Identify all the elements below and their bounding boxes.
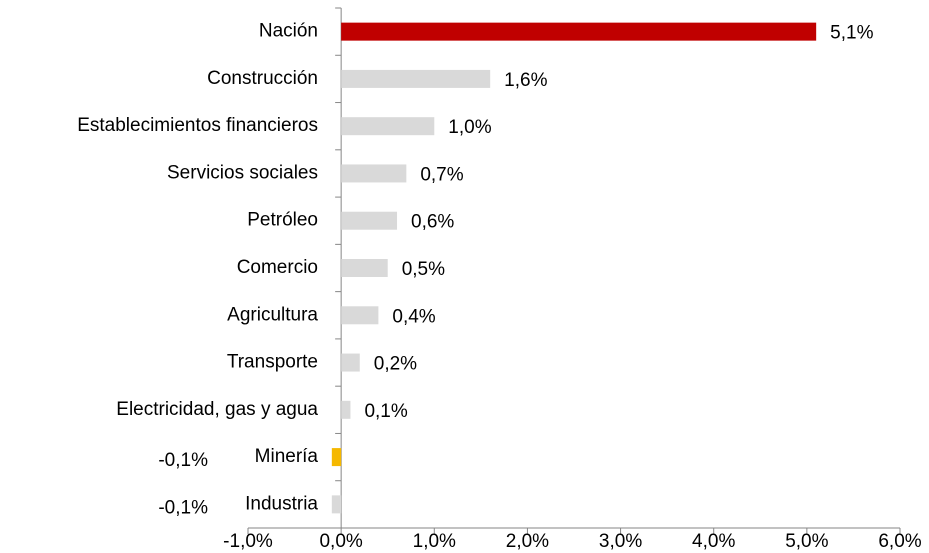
bar xyxy=(341,400,351,419)
category-label: Industria xyxy=(245,493,318,514)
category-label: Construcción xyxy=(207,68,318,89)
value-label: -0,1% xyxy=(158,450,208,471)
category-label: Establecimientos financieros xyxy=(77,115,318,136)
category-label: Comercio xyxy=(237,257,318,278)
bar xyxy=(331,448,342,467)
bar xyxy=(341,353,360,372)
bar xyxy=(341,22,817,41)
x-tick-label: 5,0% xyxy=(785,531,828,552)
value-label: 5,1% xyxy=(830,23,873,44)
value-label: 0,2% xyxy=(374,354,417,375)
bar xyxy=(341,164,407,183)
category-label: Nación xyxy=(259,21,318,42)
category-label: Transporte xyxy=(227,352,318,373)
value-label: 1,6% xyxy=(504,70,547,91)
value-label: 0,7% xyxy=(420,164,463,185)
x-tick-label: 4,0% xyxy=(692,531,735,552)
value-label: -0,1% xyxy=(158,497,208,518)
category-label: Electricidad, gas y agua xyxy=(116,399,318,420)
bar xyxy=(341,117,435,136)
category-label: Minería xyxy=(255,446,319,467)
value-label: 1,0% xyxy=(448,117,491,138)
bar xyxy=(331,495,342,514)
x-tick-label: 0,0% xyxy=(319,531,362,552)
category-label: Agricultura xyxy=(227,304,318,325)
bar xyxy=(341,69,491,88)
bar xyxy=(341,259,388,277)
x-tick-label: 2,0% xyxy=(506,531,549,552)
x-tick-label: 3,0% xyxy=(599,531,642,552)
category-label: Petróleo xyxy=(247,210,318,231)
value-label: 0,5% xyxy=(402,259,445,280)
bar xyxy=(341,211,398,230)
x-tick-label: 6,0% xyxy=(878,531,921,552)
bar xyxy=(341,306,379,325)
category-label: Servicios sociales xyxy=(167,162,318,183)
value-label: 0,4% xyxy=(392,306,435,327)
value-label: 0,1% xyxy=(364,401,407,422)
x-tick-label: 1,0% xyxy=(413,531,456,552)
value-label: 0,6% xyxy=(411,212,454,233)
x-tick-label: -1,0% xyxy=(223,531,273,552)
